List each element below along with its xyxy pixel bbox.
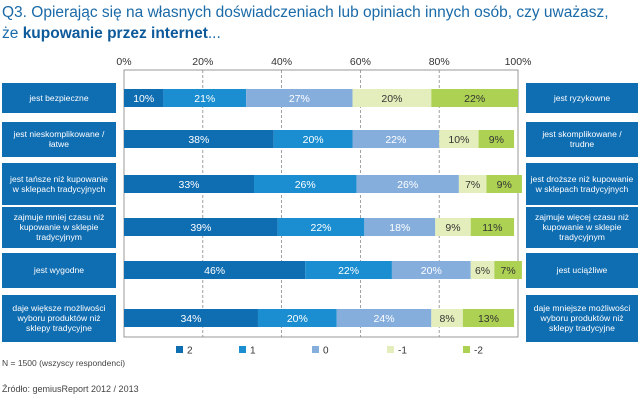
x-tick-label: 80%: [429, 56, 450, 68]
bar-value-label: 20%: [381, 93, 402, 105]
title-line-2: że kupowanie przez internet...: [2, 23, 638, 44]
right-category-label: jest droższe niż kupowanie w sklepach tr…: [526, 163, 638, 205]
bar-value-label: 9%: [489, 134, 504, 146]
bar-segment: [352, 130, 440, 148]
x-tick-label: 20%: [192, 56, 213, 68]
bar-segment: [124, 130, 274, 148]
bar-value-label: 18%: [389, 222, 410, 234]
right-category-label: jest skomplikowane / trudne: [526, 121, 638, 157]
bar-value-label: 24%: [374, 313, 395, 325]
left-category-label: zajmuje mniej czasu niż kupowanie w skle…: [2, 206, 116, 248]
bar-value-label: 10%: [133, 93, 154, 105]
bar-segment: [163, 89, 247, 107]
bar-value-label: 22%: [385, 134, 406, 146]
bar-segment: [124, 218, 278, 236]
legend-label: -1: [398, 346, 407, 357]
source-note: Źródło: gemiusReport 2012 / 2013: [2, 384, 139, 394]
bar-value-label: 7%: [465, 179, 480, 191]
bar-segment: [391, 261, 471, 279]
bar-segment: [246, 89, 353, 107]
bar-segment: [486, 175, 522, 193]
bar-value-label: 20%: [303, 134, 324, 146]
bar-value-label: 38%: [188, 134, 209, 146]
bar-segment: [494, 261, 522, 279]
x-tick-label: 60%: [350, 56, 371, 68]
bar-value-label: 26%: [397, 179, 418, 191]
bar-value-label: 22%: [338, 265, 359, 277]
plot-frame: [123, 69, 519, 338]
right-category-label: zajmuje więcej czasu niż kupowanie w skl…: [526, 206, 638, 248]
bar-value-label: 10%: [448, 134, 469, 146]
right-category-label: jest uciążliwe: [526, 252, 638, 288]
left-category-label: jest tańsze niż kupowanie w sklepach tra…: [2, 163, 116, 205]
legend-label: 0: [323, 346, 329, 357]
bar-segment: [254, 175, 357, 193]
bar-segment: [273, 130, 353, 148]
bar-value-label: 21%: [194, 93, 215, 105]
bar-segment: [124, 261, 306, 279]
x-tick-label: 40%: [271, 56, 292, 68]
bar-value-label: 22%: [310, 222, 331, 234]
bar-value-label: 7%: [501, 265, 516, 277]
right-category-label: daje mniejsze możliwości wyboru produktó…: [526, 294, 638, 342]
bar-segment: [124, 309, 258, 327]
bar-segment: [257, 309, 337, 327]
bar-segment: [364, 218, 436, 236]
bar-value-label: 9%: [497, 179, 512, 191]
bar-value-label: 8%: [439, 313, 454, 325]
left-category-label: jest nieskomplikowane / łatwe: [2, 121, 116, 157]
bar-segment: [462, 309, 515, 327]
bar-value-label: 39%: [190, 222, 211, 234]
bar-value-label: 9%: [445, 222, 460, 234]
left-category-label: daje większe możliwości wyboru produktów…: [2, 294, 116, 342]
legend-swatch: [463, 346, 470, 353]
bar-segment: [277, 218, 365, 236]
bar-value-label: 13%: [478, 313, 499, 325]
x-tick-label: 100%: [505, 56, 532, 68]
footnote: N = 1500 (wszyscy respondenci): [2, 358, 126, 368]
bar-value-label: 46%: [204, 265, 225, 277]
legend-label: 1: [250, 346, 256, 357]
bar-segment: [439, 130, 479, 148]
chart-title: Q3. Opierając się na własnych doświadcze…: [2, 2, 638, 44]
legend-swatch: [387, 346, 394, 353]
bar-value-label: 27%: [289, 93, 310, 105]
title-suffix: ...: [207, 25, 221, 42]
legend-swatch: [239, 346, 246, 353]
bar-value-label: 34%: [180, 313, 201, 325]
bar-segment: [124, 175, 255, 193]
bar-segment: [470, 218, 515, 236]
bar-segment: [470, 261, 495, 279]
bar-segment: [435, 218, 471, 236]
bar-segment: [352, 89, 432, 107]
bar-value-label: 22%: [464, 93, 485, 105]
bar-value-label: 26%: [295, 179, 316, 191]
title-bold: kupowanie przez internet: [22, 25, 208, 42]
bar-value-label: 20%: [421, 265, 442, 277]
bar-value-label: 6%: [475, 265, 490, 277]
bar-segment: [305, 261, 392, 279]
legend-swatch: [312, 346, 319, 353]
bar-value-label: 20%: [287, 313, 308, 325]
bar-value-label: 33%: [179, 179, 200, 191]
left-category-label: jest bezpieczne: [2, 83, 116, 113]
legend-swatch: [176, 346, 183, 353]
title-prefix: że: [2, 25, 23, 42]
bar-segment: [431, 309, 463, 327]
legend-label: 2: [187, 346, 193, 357]
bar-segment: [356, 175, 459, 193]
bar-segment: [124, 89, 164, 107]
bar-segment: [431, 89, 518, 107]
bar-segment: [478, 130, 515, 148]
bar-segment: [336, 309, 432, 327]
bar-value-label: 11%: [482, 222, 502, 234]
left-category-label: jest wygodne: [2, 252, 116, 288]
right-category-label: jest ryzykowne: [526, 83, 638, 113]
bar-segment: [458, 175, 487, 193]
x-tick-label: 0%: [116, 56, 131, 68]
legend-label: -2: [474, 346, 483, 357]
title-line-1: Q3. Opierając się na własnych doświadcze…: [2, 4, 609, 21]
